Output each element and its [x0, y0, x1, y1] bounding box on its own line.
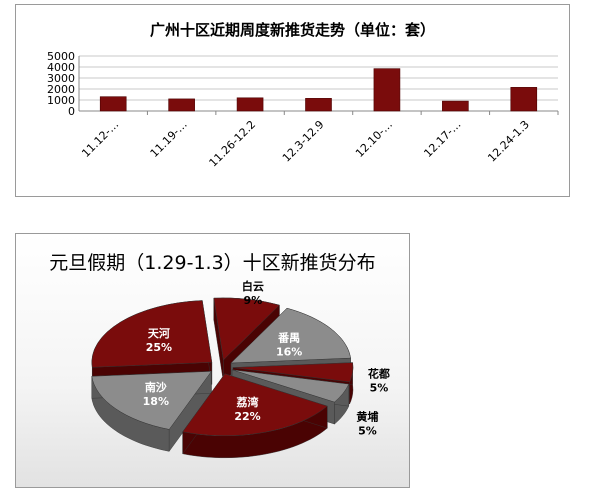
pie-slice-黄埔 — [232, 369, 350, 403]
pie-slice-name-label: 白云 — [242, 279, 264, 293]
bar — [99, 96, 127, 112]
pie-slice-value-label: 9% — [244, 294, 263, 307]
x-tick-label: 12.17-… — [421, 118, 463, 160]
bar-chart-title: 广州十区近期周度新推货走势（单位：套） — [149, 21, 435, 39]
pie-slice-value-label: 16% — [276, 345, 302, 358]
pie-slice-天河 — [91, 300, 213, 368]
x-tick-label: 11.12-… — [79, 118, 121, 160]
x-tick-label: 12.24-1.3 — [485, 118, 532, 165]
pie-slice-荔湾 — [182, 373, 328, 437]
pie-slice-番禺 — [230, 307, 351, 364]
y-tick-label: 5000 — [47, 50, 75, 63]
pie-slice-name-label: 番禺 — [277, 330, 300, 344]
x-tick-label: 12.10-… — [353, 118, 395, 160]
pie-chart-title: 元旦假期（1.29-1.3）十区新推货分布 — [49, 252, 376, 274]
x-tick-label: 12.3-12.9 — [280, 118, 327, 165]
bar — [168, 98, 195, 112]
bar — [510, 87, 538, 112]
pie-chart-panel: 元旦假期（1.29-1.3）十区新推货分布 白云 9% 番禺 16% 花都 5% 黄埔 5% 荔… — [15, 233, 410, 488]
bar-chart-panel: 广州十区近期周度新推货走势（单位：套） 5000 4000 3000 2000 1000… — [15, 4, 570, 197]
pie-slice-白云 — [213, 297, 280, 361]
pie-slice-name-label: 南沙 — [145, 380, 167, 394]
x-tick-label: 11.19-… — [148, 118, 190, 160]
pie-slice-value-label: 22% — [234, 410, 260, 423]
pie-slice-value-label: 5% — [370, 381, 389, 394]
pie-slice-name-label: 荔湾 — [236, 395, 259, 409]
bar — [236, 97, 264, 112]
bar — [305, 98, 332, 112]
pie-slice-花都 — [232, 362, 354, 383]
y-tick-label: 4000 — [47, 61, 75, 74]
x-tick-label: 11.26-12.2 — [207, 118, 259, 170]
y-tick-label: 2000 — [47, 83, 75, 96]
pie-slice-value-label: 25% — [146, 341, 172, 354]
pie-slice-南沙 — [91, 371, 212, 430]
y-tick-label: 0 — [68, 105, 75, 118]
pie-slice-name-label: 黄埔 — [356, 410, 378, 424]
pie-slice-name-label: 花都 — [368, 366, 390, 380]
pie-slice-name-label: 天河 — [148, 326, 170, 340]
y-tick-label: 3000 — [47, 72, 75, 85]
y-tick-label: 1000 — [47, 94, 75, 107]
pie-slice-value-label: 18% — [143, 395, 169, 408]
pie-slice-value-label: 5% — [358, 425, 377, 438]
bar — [373, 68, 401, 112]
bar — [442, 100, 469, 112]
